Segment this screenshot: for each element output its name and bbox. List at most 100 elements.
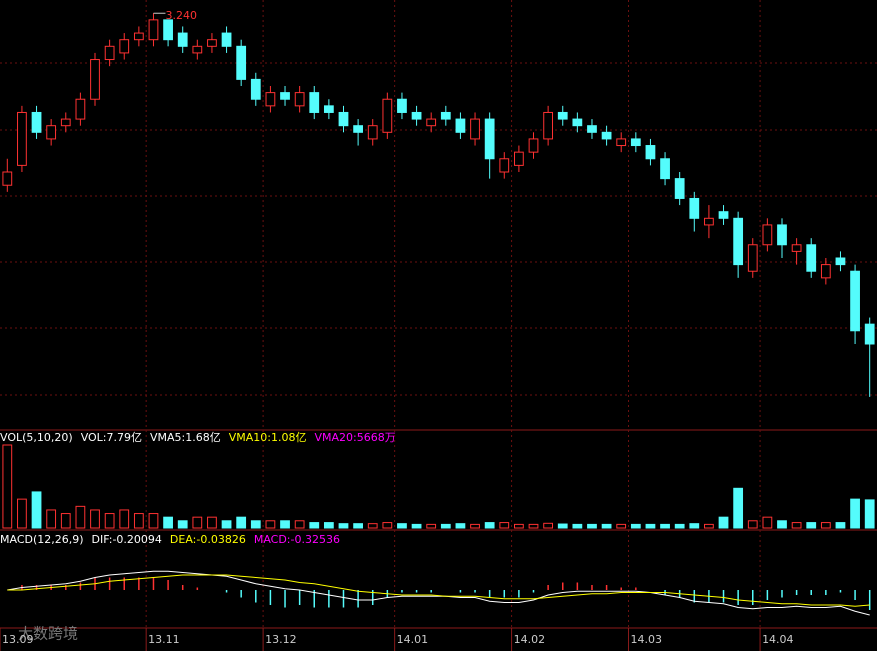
legend-item: DEA:-0.03826: [170, 533, 246, 546]
candle-body: [17, 111, 27, 166]
candle-body: [411, 111, 422, 120]
volume-bar: [280, 520, 290, 529]
volume-bar: [499, 522, 510, 529]
candle-body: [806, 244, 817, 272]
candle-body: [46, 125, 57, 140]
candle-body: [616, 138, 627, 147]
candle-body: [133, 32, 144, 41]
volume-bar: [192, 516, 203, 529]
legend-item: VOL(5,10,20): [0, 431, 73, 444]
candle-body: [90, 59, 100, 100]
candle-body: [455, 118, 466, 133]
candle-body: [323, 105, 334, 113]
volume-bar: [323, 522, 334, 529]
volume-bar: [250, 520, 261, 529]
candle-body: [674, 178, 685, 199]
candle-body: [704, 217, 714, 226]
candle-body: [148, 19, 159, 41]
volume-bar: [207, 516, 217, 529]
high-marker-label: 3.240: [165, 9, 197, 22]
volume-bar: [294, 520, 305, 529]
macd-line: [7, 574, 870, 607]
candle-body: [294, 92, 305, 107]
volume-bar: [864, 499, 875, 529]
volume-bar: [265, 520, 276, 529]
volume-bar: [353, 523, 363, 529]
volume-bar: [850, 498, 860, 529]
x-tick-label: 14.02: [514, 633, 546, 646]
volume-bar: [221, 520, 232, 529]
candle-body: [777, 224, 787, 246]
candle-body: [747, 244, 758, 272]
candle-body: [630, 138, 641, 147]
volume-bar: [119, 509, 130, 529]
volume-bar: [601, 523, 612, 529]
volume-bar: [630, 523, 641, 529]
candle-body: [104, 45, 115, 61]
candle-body: [557, 111, 568, 120]
candle-body: [75, 98, 86, 120]
macd-line: [7, 570, 870, 616]
candle-body: [572, 118, 583, 127]
volume-bar: [557, 523, 568, 529]
volume-bar: [528, 523, 539, 529]
volume-bar: [470, 523, 480, 529]
volume-bar: [791, 522, 802, 529]
candle-body: [265, 92, 276, 107]
volume-bar: [747, 520, 758, 529]
volume-bar: [572, 523, 583, 529]
candle-body: [864, 323, 875, 345]
candle-body: [207, 39, 217, 47]
volume-bar: [426, 523, 437, 529]
candle-body: [850, 270, 860, 332]
candle-body: [499, 158, 510, 173]
volume-bar: [148, 513, 159, 529]
candle-body: [791, 244, 802, 252]
volume-bar: [397, 523, 407, 529]
volume-bar: [455, 523, 466, 529]
candle-body: [309, 92, 320, 113]
volume-bar: [2, 444, 13, 529]
candle-body: [733, 217, 744, 266]
candle-body: [689, 197, 700, 219]
candle-body: [718, 211, 729, 219]
candle-body: [645, 145, 656, 160]
candle-body: [820, 264, 831, 279]
volume-bar: [236, 516, 247, 529]
volume-bar: [104, 513, 115, 529]
candle-body: [587, 125, 597, 133]
volume-bar: [163, 516, 173, 529]
legend-item: VMA10:1.08亿: [229, 431, 307, 444]
candle-body: [762, 224, 773, 246]
volume-bar: [309, 522, 320, 529]
volume-bar: [338, 523, 349, 529]
volume-bar: [17, 498, 27, 529]
candle-body: [163, 19, 173, 41]
candle-body: [601, 131, 612, 140]
x-tick-label: 14.01: [397, 633, 429, 646]
x-tick-label: 14.04: [762, 633, 794, 646]
x-tick-label: 13.12: [265, 633, 297, 646]
volume-bar: [616, 523, 627, 529]
candle-body: [353, 125, 363, 133]
candle-body: [192, 45, 203, 54]
volume-bar: [689, 523, 700, 529]
candle-body: [280, 92, 290, 100]
legend-item: VMA5:1.68亿: [150, 431, 221, 444]
volume-bar: [718, 516, 729, 529]
candle-body: [382, 98, 393, 133]
candle-body: [2, 171, 13, 186]
volume-bar: [382, 522, 393, 529]
volume-bar: [777, 520, 787, 529]
candle-body: [660, 158, 670, 180]
candle-body: [835, 257, 846, 266]
candle-body: [397, 98, 407, 113]
volume-bar: [31, 491, 42, 529]
candle-body: [484, 118, 495, 160]
volume-bar: [177, 520, 188, 529]
candle-body: [221, 32, 232, 47]
x-tick-label: 13.11: [148, 633, 180, 646]
volume-bar: [660, 523, 670, 529]
